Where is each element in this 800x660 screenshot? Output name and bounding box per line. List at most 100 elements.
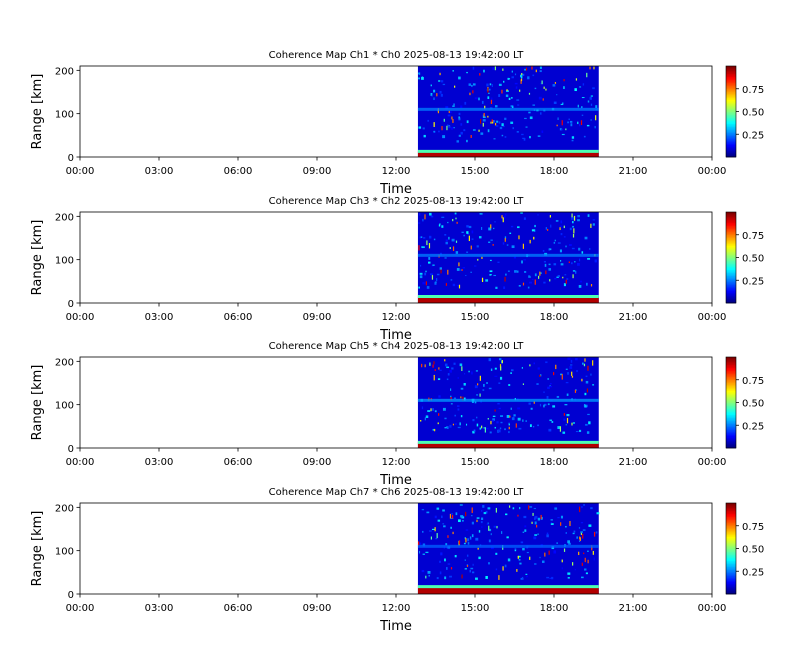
x-tick-label: 00:00	[66, 312, 95, 323]
speckle-pixel	[493, 138, 496, 140]
speckle-pixel	[450, 388, 452, 391]
colorbar-segment	[726, 391, 736, 394]
speckle-pixel	[592, 550, 594, 555]
colorbar-segment	[726, 219, 736, 222]
speckle-pixel	[523, 515, 527, 519]
colorbar-segment	[726, 251, 736, 254]
speckle-pixel	[553, 241, 556, 244]
speckle-pixel	[557, 117, 559, 120]
speckle-pixel	[508, 422, 510, 424]
colorbar-segment	[726, 153, 736, 156]
colorbar-segment	[726, 426, 736, 429]
colorbar-segment	[726, 537, 736, 540]
speckle-pixel	[546, 395, 549, 399]
speckle-pixel	[557, 242, 561, 244]
speckle-pixel	[478, 129, 480, 132]
speckle-pixel	[522, 548, 525, 551]
speckle-pixel	[467, 542, 470, 545]
speckle-pixel	[556, 94, 558, 96]
speckle-pixel	[465, 274, 467, 277]
speckle-pixel	[518, 235, 520, 240]
colorbar-segment	[726, 527, 736, 530]
colorbar-segment	[726, 584, 736, 587]
speckle-pixel	[517, 514, 519, 517]
speckle-pixel	[502, 68, 504, 71]
speckle-pixel	[479, 427, 482, 430]
x-tick-label: 18:00	[540, 603, 569, 614]
speckle-pixel	[428, 243, 431, 249]
speckle-pixel	[485, 510, 488, 514]
speckle-pixel	[532, 74, 535, 77]
speckle-pixel	[545, 88, 547, 91]
x-tick-label: 15:00	[461, 457, 490, 468]
speckle-pixel	[576, 262, 580, 266]
speckle-pixel	[447, 563, 451, 565]
speckle-pixel	[464, 373, 466, 375]
speckle-pixel	[451, 116, 453, 120]
speckle-pixel	[556, 542, 558, 544]
speckle-pixel	[594, 259, 597, 263]
colorbar-segment	[726, 236, 736, 239]
speckle-pixel	[483, 69, 485, 73]
colorbar-segment	[726, 215, 736, 217]
speckle-pixel	[460, 396, 462, 399]
speckle-pixel	[503, 215, 506, 219]
colorbar-segment	[726, 218, 736, 220]
colorbar-segment	[726, 388, 736, 391]
speckle-pixel	[506, 536, 509, 539]
speckle-pixel	[436, 577, 439, 580]
colorbar-segment	[726, 583, 736, 586]
speckle-pixel	[570, 359, 573, 363]
colorbar-segment	[726, 234, 736, 237]
colorbar-segment	[726, 290, 736, 293]
speckle-pixel	[455, 240, 458, 243]
speckle-pixel	[547, 228, 549, 231]
speckle-pixel	[577, 104, 579, 108]
speckle-pixel	[459, 422, 461, 426]
speckle-pixel	[568, 118, 570, 120]
speckle-pixel	[590, 103, 593, 106]
speckle-pixel	[506, 244, 509, 246]
colorbar-segment	[726, 150, 736, 153]
colorbar-segment	[726, 120, 736, 123]
colorbar-segment	[726, 254, 736, 257]
colorbar-segment	[726, 566, 736, 569]
colorbar-segment	[726, 82, 736, 85]
colorbar-segment	[726, 375, 736, 378]
speckle-pixel	[590, 284, 593, 287]
speckle-pixel	[473, 429, 476, 433]
speckle-pixel	[492, 418, 495, 421]
speckle-pixel	[418, 245, 420, 251]
colorbar-segment	[726, 414, 736, 417]
speckle-pixel	[522, 531, 525, 533]
speckle-pixel	[538, 96, 542, 100]
speckle-pixel	[534, 273, 537, 277]
speckle-pixel	[531, 66, 533, 70]
colorbar-segment	[726, 240, 736, 243]
speckle-pixel	[510, 372, 512, 374]
colorbar-segment	[726, 284, 736, 287]
speckle-pixel	[456, 221, 458, 224]
speckle-pixel	[494, 426, 496, 429]
speckle-pixel	[475, 577, 478, 580]
speckle-pixel	[533, 236, 535, 240]
speckle-pixel	[471, 534, 474, 538]
speckle-pixel	[482, 122, 484, 127]
speckle-pixel	[476, 517, 480, 520]
speckle-pixel	[422, 553, 425, 555]
speckle-pixel	[488, 241, 491, 244]
speckle-pixel	[424, 417, 426, 421]
colorbar-segment	[726, 289, 736, 292]
speckle-pixel	[503, 286, 506, 289]
speckle-pixel	[536, 383, 539, 385]
speckle-pixel	[433, 130, 436, 133]
colorbar-segment	[726, 557, 736, 560]
speckle-pixel	[481, 517, 484, 520]
speckle-pixel	[590, 223, 592, 228]
speckle-pixel	[574, 261, 576, 263]
speckle-pixel	[586, 282, 588, 286]
speckle-pixel	[587, 258, 591, 260]
speckle-pixel	[436, 93, 438, 97]
speckle-pixel	[460, 131, 463, 135]
speckle-pixel	[458, 134, 461, 137]
